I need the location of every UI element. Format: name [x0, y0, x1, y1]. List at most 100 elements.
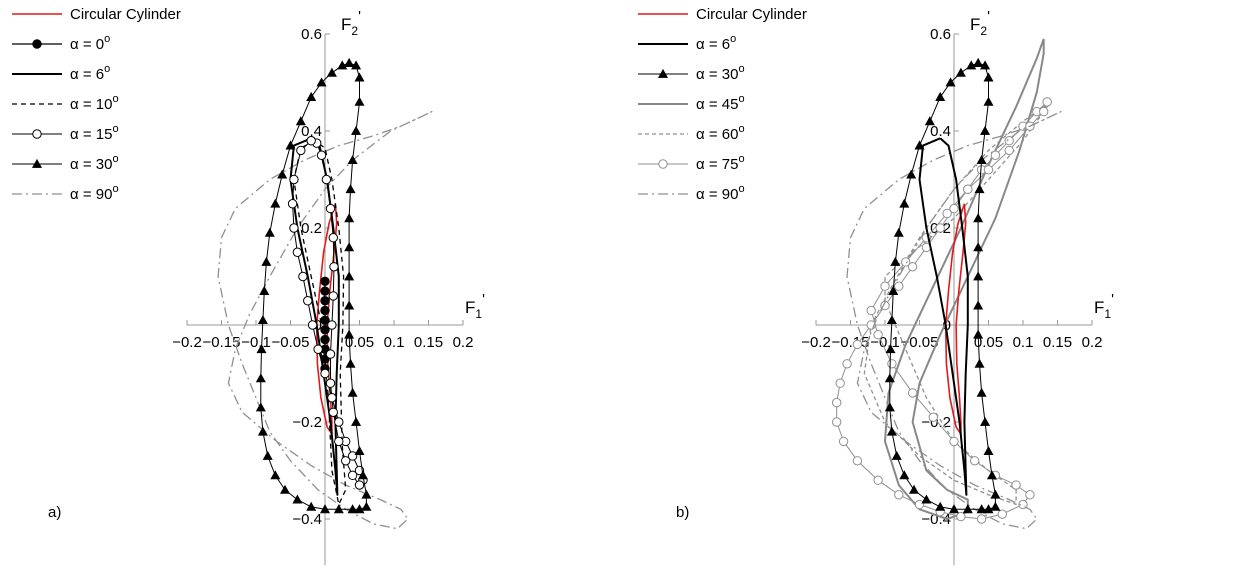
data-point — [344, 242, 355, 252]
y-tick-label: 0.4 — [930, 123, 951, 140]
series-2 — [289, 137, 340, 496]
data-point — [306, 136, 316, 146]
data-point — [980, 60, 991, 70]
series-line — [289, 137, 340, 496]
data-point — [997, 509, 1007, 519]
data-point — [307, 320, 318, 330]
data-point — [347, 154, 358, 164]
data-point — [899, 198, 910, 208]
legend-entry: α = 6o — [696, 33, 736, 53]
data-point — [361, 489, 372, 499]
x-axis-label: F1' — [465, 291, 485, 321]
data-point — [973, 57, 984, 67]
series-1 — [320, 276, 330, 374]
x-tick-label: −0.2 — [172, 334, 202, 351]
data-point — [292, 247, 303, 257]
data-point — [1011, 480, 1021, 490]
data-point — [270, 198, 281, 208]
data-point — [277, 169, 288, 179]
data-point — [866, 305, 876, 316]
data-point — [970, 456, 980, 466]
data-point — [296, 145, 306, 156]
data-point — [914, 499, 925, 510]
data-point — [980, 416, 991, 426]
data-point — [880, 300, 890, 311]
series-line — [217, 110, 433, 530]
data-point — [893, 227, 904, 237]
x-tick-label: 0.1 — [1013, 334, 1034, 351]
y-tick-label: 0.2 — [301, 220, 322, 237]
data-point — [986, 470, 997, 480]
data-point — [319, 504, 331, 514]
data-point — [890, 256, 901, 266]
data-point — [325, 378, 336, 388]
data-point — [344, 300, 355, 310]
data-point — [320, 286, 330, 296]
data-point — [948, 504, 960, 514]
series-6 — [846, 110, 1062, 530]
data-point — [888, 285, 899, 295]
data-point — [921, 494, 932, 504]
data-point — [257, 315, 268, 325]
data-point — [333, 504, 344, 514]
data-point — [298, 271, 308, 282]
data-point — [852, 456, 863, 466]
data-point — [344, 57, 355, 67]
data-point — [973, 329, 984, 339]
data-point — [347, 387, 358, 397]
y-axis-label: F2' — [970, 8, 990, 38]
data-point — [354, 480, 365, 490]
data-point — [832, 417, 842, 427]
y-tick-label: 0.6 — [301, 26, 322, 43]
x-tick-label: −0.05 — [901, 334, 939, 351]
x-tick-label: −0.2 — [801, 334, 831, 351]
legend-entry: α = 90o — [696, 183, 745, 203]
legend: Circular Cylinder α = 0o α = 6o α = 10o α = … — [12, 6, 181, 203]
data-point — [270, 470, 281, 480]
data-point — [354, 504, 365, 514]
data-point — [983, 165, 994, 175]
data-point — [292, 494, 303, 504]
data-point — [886, 426, 897, 436]
legend-marker — [658, 159, 668, 169]
series-line — [918, 137, 969, 496]
data-point — [935, 91, 946, 101]
data-point — [255, 402, 266, 412]
series-2 — [884, 57, 1001, 514]
data-point — [873, 330, 883, 340]
data-point — [320, 296, 330, 306]
data-point — [914, 140, 925, 150]
x-tick-label: −0.05 — [272, 334, 310, 351]
legend-entry: α = 45o — [696, 93, 745, 113]
x-tick-label: 0.15 — [1043, 334, 1072, 351]
data-point — [832, 397, 842, 408]
legend-entry: α = 30o — [696, 63, 745, 83]
legend-entry: α = 60o — [696, 123, 745, 143]
data-point — [884, 373, 895, 383]
data-point — [344, 213, 355, 223]
x-tick-label: −0.15 — [203, 334, 241, 351]
legend-entry: α = 10o — [70, 93, 119, 113]
data-point — [983, 445, 994, 456]
data-point — [973, 242, 984, 252]
data-point — [935, 223, 945, 233]
x-tick-label: 0.15 — [414, 334, 443, 351]
legend-entry: α = 0o — [70, 33, 110, 53]
data-point — [894, 281, 904, 291]
legend-marker — [31, 158, 43, 168]
data-point — [1039, 106, 1049, 117]
data-point — [852, 339, 863, 350]
panel-a: −0.2 −0.15 −0.1 −0.05 0.05 0.1 0.15 0.2−0.4−0.2… — [12, 6, 485, 566]
data-point — [990, 489, 1001, 499]
data-point — [264, 227, 275, 237]
data-point — [354, 96, 365, 106]
data-point — [295, 116, 306, 126]
data-point — [885, 344, 896, 354]
data-point — [973, 213, 984, 223]
data-point — [351, 60, 362, 70]
data-point — [345, 184, 356, 194]
data-point — [320, 305, 330, 316]
data-point — [328, 291, 338, 301]
data-point — [351, 125, 362, 135]
